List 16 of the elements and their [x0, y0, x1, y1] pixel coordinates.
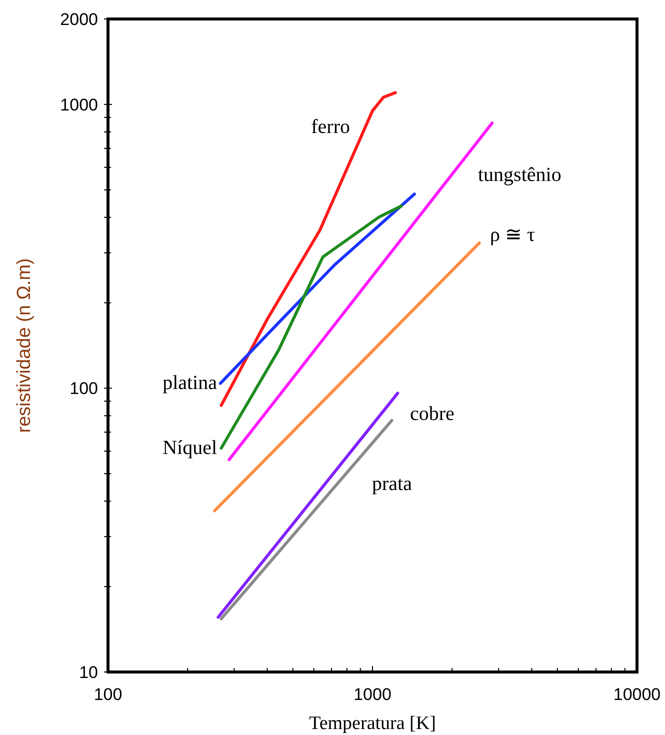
x-axis-title: Temperatura [K]: [309, 713, 436, 734]
series-label: platina: [162, 372, 218, 394]
series-label: cobre: [410, 403, 455, 425]
series-label: prata: [372, 473, 412, 495]
series-label: ρ ≅ τ: [490, 224, 536, 246]
y-tick-label: 100: [70, 379, 98, 398]
x-tick-label: 1000: [354, 685, 392, 704]
y-tick-label: 10: [79, 663, 98, 682]
series-label: Níquel: [162, 437, 218, 459]
x-tick-label: 100: [94, 685, 122, 704]
y-axis-title: resistividade (n Ω.m): [14, 258, 35, 433]
y-tick-label: 2000: [60, 10, 98, 29]
y-tick-label: 1000: [60, 95, 98, 114]
series-label: tungstênio: [478, 164, 562, 186]
x-tick-label: 10000: [613, 685, 661, 704]
series-label: ferro: [311, 116, 350, 138]
